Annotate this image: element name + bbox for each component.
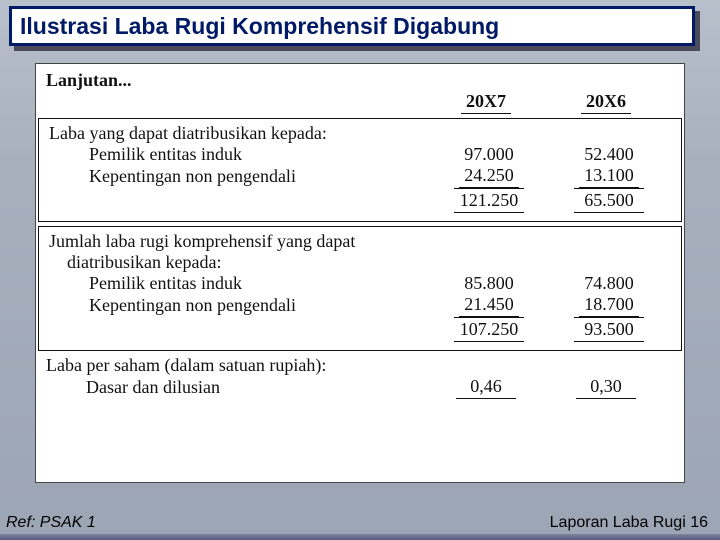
- table-row: Pemilik entitas induk 85.800 74.800: [39, 273, 681, 294]
- section1-total-row: 121.250 65.500: [39, 188, 681, 213]
- section1-heading-row: Laba yang dapat diatribusikan kepada:: [39, 123, 681, 144]
- cell-y2: 18.700: [579, 294, 639, 317]
- section2-heading-row1: Jumlah laba rugi komprehensif yang dapat: [39, 231, 681, 252]
- cell-y1: 85.800: [429, 273, 549, 294]
- year-header-row: 20X7 20X6: [36, 91, 684, 114]
- table-row: Kepentingan non pengendali 24.250 13.100: [39, 165, 681, 188]
- section2-heading-row2: diatribusikan kepada:: [39, 252, 681, 273]
- footer-page-label: Laporan Laba Rugi 16: [550, 514, 708, 532]
- row-label: Pemilik entitas induk: [39, 144, 429, 165]
- section-attributable-profit: Laba yang dapat diatribusikan kepada: Pe…: [38, 118, 682, 222]
- cell-y1: 97.000: [429, 144, 549, 165]
- cell-y1: 21.450: [459, 294, 519, 317]
- section1-heading: Laba yang dapat diatribusikan kepada:: [39, 123, 429, 144]
- cell-y2: 74.800: [549, 273, 669, 294]
- row-label: Pemilik entitas induk: [39, 273, 429, 294]
- continuation-label: Lanjutan...: [36, 64, 684, 91]
- table-row: Kepentingan non pengendali 21.450 18.700: [39, 294, 681, 317]
- eps-heading-row: Laba per saham (dalam satuan rupiah):: [36, 355, 684, 376]
- row-label: Kepentingan non pengendali: [39, 166, 429, 187]
- header-y2: 20X6: [581, 91, 631, 114]
- section2-total-row: 107.250 93.500: [39, 317, 681, 342]
- section2-heading-l1: Jumlah laba rugi komprehensif yang dapat: [39, 231, 429, 252]
- content-table: Lanjutan... 20X7 20X6 Laba yang dapat di…: [35, 63, 685, 483]
- title-bar: Ilustrasi Laba Rugi Komprehensif Digabun…: [9, 6, 695, 46]
- cell-y2: 13.100: [579, 165, 639, 188]
- eps-label: Dasar dan dilusian: [36, 377, 426, 398]
- total-y2: 65.500: [574, 188, 644, 213]
- eps-y2: 0,30: [576, 376, 636, 399]
- eps-heading: Laba per saham (dalam satuan rupiah):: [36, 355, 426, 376]
- footer-reference: Ref: PSAK 1: [6, 514, 96, 532]
- total-y1: 121.250: [454, 188, 524, 213]
- table-row: Pemilik entitas induk 97.000 52.400: [39, 144, 681, 165]
- header-y1: 20X7: [461, 91, 511, 114]
- eps-y1: 0,46: [456, 376, 516, 399]
- row-label: Kepentingan non pengendali: [39, 295, 429, 316]
- total-y1: 107.250: [454, 317, 524, 342]
- total-y2: 93.500: [574, 317, 644, 342]
- cell-y2: 52.400: [549, 144, 669, 165]
- cell-y1: 24.250: [459, 165, 519, 188]
- slide-title: Ilustrasi Laba Rugi Komprehensif Digabun…: [20, 13, 499, 40]
- eps-row: Dasar dan dilusian 0,46 0,30: [36, 376, 684, 399]
- section-comprehensive-income: Jumlah laba rugi komprehensif yang dapat…: [38, 226, 682, 351]
- section2-heading-l2: diatribusikan kepada:: [39, 252, 429, 273]
- bottom-gradient-bar: [0, 534, 720, 540]
